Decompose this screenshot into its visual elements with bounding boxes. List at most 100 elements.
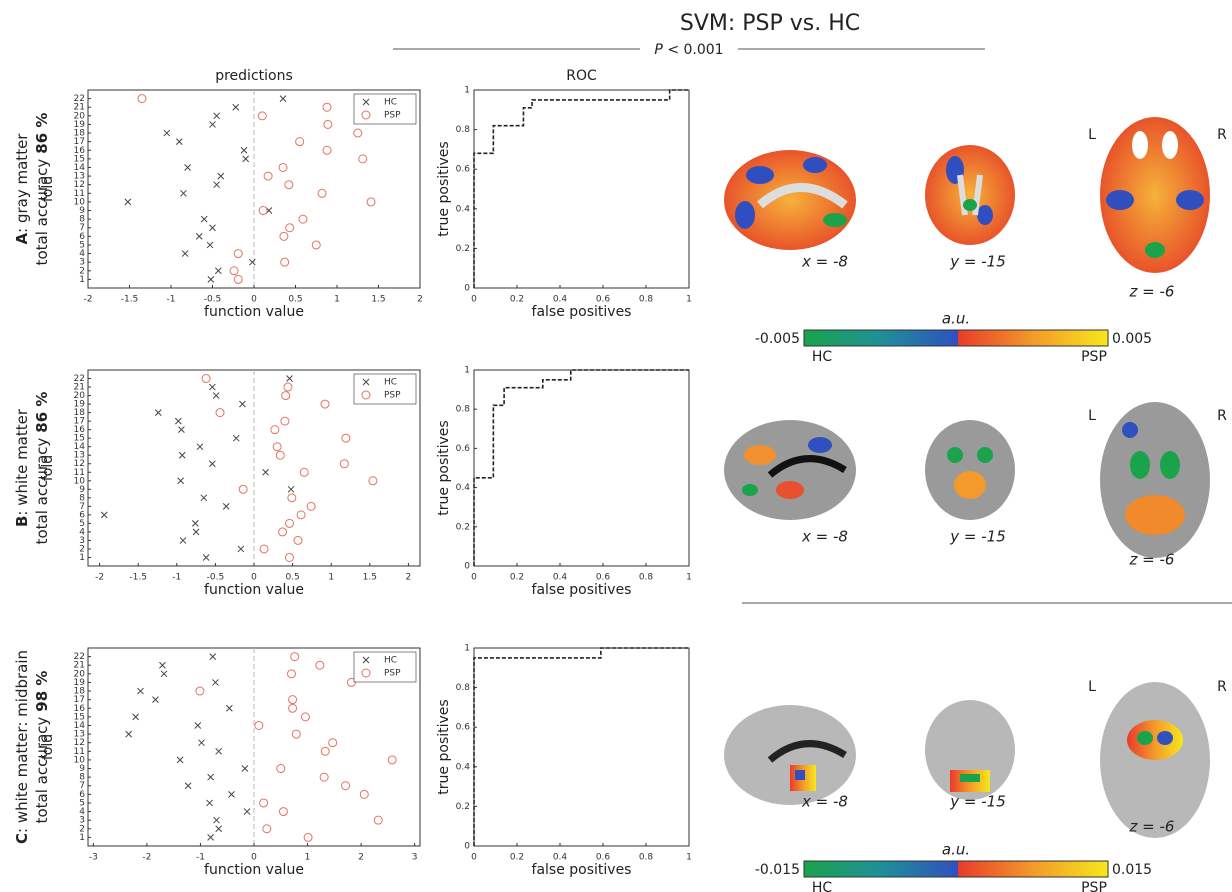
x-tick-label: 1 <box>686 853 692 863</box>
figure: SVM: PSP vs. HC P < 0.001 A: gray matter… <box>0 0 1232 892</box>
hc-point <box>209 384 215 390</box>
psp-point <box>329 739 337 747</box>
hemisphere-label: R <box>1217 127 1227 143</box>
figure-title: SVM: PSP vs. HC <box>680 11 860 36</box>
hc-point <box>197 444 203 450</box>
psp-point <box>354 129 362 137</box>
hc-point <box>182 251 188 257</box>
x-tick-label: -0.5 <box>204 295 222 305</box>
colorbar-low-label: HC <box>812 880 833 892</box>
y-tick-label: 16 <box>74 146 86 156</box>
y-tick-label: 22 <box>74 374 85 384</box>
x-tick-label: 0.4 <box>553 573 568 583</box>
y-tick-label: 8 <box>79 493 85 503</box>
y-tick-label: 20 <box>74 669 86 679</box>
hc-point <box>213 393 219 399</box>
x-tick-label: 0.6 <box>596 573 611 583</box>
x-tick-label: 1 <box>334 295 340 305</box>
y-tick-label: 0.4 <box>456 483 471 493</box>
p-value: P < 0.001 <box>654 42 723 58</box>
hemisphere-label: L <box>1088 679 1096 695</box>
row-label: A: gray matter <box>13 133 31 245</box>
y-axis-label: fold <box>40 734 56 760</box>
psp-point <box>360 790 368 798</box>
psp-point <box>299 215 307 223</box>
accuracy-value: 86 % <box>33 113 51 154</box>
colorbar-min: -0.015 <box>755 862 800 878</box>
y-axis-label: true positives <box>436 699 452 794</box>
coord-label: y = -15 <box>949 793 1005 811</box>
panel-letter: B <box>13 516 31 527</box>
y-tick-label: 20 <box>74 391 86 401</box>
psp-point <box>307 502 315 510</box>
x-tick-label: 0 <box>471 573 477 583</box>
plot-frame <box>474 648 689 846</box>
y-tick-label: 6 <box>79 790 85 800</box>
psp-point <box>216 409 224 417</box>
hc-point <box>201 495 207 501</box>
psp-point <box>294 536 302 544</box>
hc-point <box>215 268 221 274</box>
y-tick-label: 2 <box>79 266 85 276</box>
y-tick-label: 19 <box>74 400 86 410</box>
hc-point <box>178 427 184 433</box>
psp-point <box>286 519 294 527</box>
y-tick-label: 0.8 <box>456 405 471 415</box>
hc-point <box>176 139 182 145</box>
accuracy-text: total accuracy <box>33 438 51 545</box>
x-tick-label: 1.5 <box>371 295 385 305</box>
hc-point <box>241 147 247 153</box>
colorbar-max: 0.015 <box>1112 862 1152 878</box>
region: : gray matter <box>13 133 31 233</box>
legend-label: HC <box>384 98 397 108</box>
x-tick-label: 1 <box>686 573 692 583</box>
psp-point <box>284 383 292 391</box>
hc-point <box>288 486 294 492</box>
hc-point <box>201 216 207 222</box>
y-tick-label: 17 <box>74 695 85 705</box>
region: : white matter <box>13 408 31 515</box>
x-tick-label: 1 <box>305 853 311 863</box>
colorbar-max: 0.005 <box>1112 331 1152 347</box>
y-tick-label: 0.4 <box>456 762 471 772</box>
legend-label: PSP <box>384 391 401 401</box>
x-tick-label: 0 <box>471 295 477 305</box>
hc-point <box>126 731 132 737</box>
y-tick-label: 1 <box>464 366 470 376</box>
hc-point <box>244 809 250 815</box>
y-tick-label: 10 <box>74 197 86 207</box>
y-tick-label: 1 <box>464 86 470 96</box>
psp-point <box>342 782 350 790</box>
hc-point <box>208 276 214 282</box>
colorbar-label: a.u. <box>942 310 970 328</box>
x-tick-label: -2 <box>84 295 93 305</box>
y-tick-label: 0.2 <box>456 522 470 532</box>
hc-point <box>210 225 216 231</box>
hemisphere-label: R <box>1217 408 1227 424</box>
y-tick-label: 2 <box>79 544 85 554</box>
y-tick-label: 13 <box>74 451 85 461</box>
psp-point <box>291 653 299 661</box>
psp-point <box>263 825 271 833</box>
psp-point <box>323 146 331 154</box>
psp-point <box>312 241 320 249</box>
y-tick-label: 15 <box>74 434 85 444</box>
y-tick-label: 11 <box>74 747 85 757</box>
hc-point <box>199 740 205 746</box>
hc-point <box>233 104 239 110</box>
roc-curve <box>474 90 689 288</box>
coord-label: z = -6 <box>1129 551 1175 569</box>
x-axis-label: false positives <box>532 862 632 878</box>
psp-point <box>286 553 294 561</box>
psp-point <box>279 528 287 536</box>
y-tick-label: 20 <box>74 111 86 121</box>
hc-point <box>209 461 215 467</box>
x-tick-label: 0.4 <box>553 295 568 305</box>
psp-point <box>260 545 268 553</box>
y-tick-label: 18 <box>74 129 86 139</box>
hemisphere-label: L <box>1088 127 1096 143</box>
x-tick-label: 0.2 <box>510 853 524 863</box>
psp-point <box>279 808 287 816</box>
brain-images <box>724 682 1210 838</box>
y-tick-label: 0.4 <box>456 204 471 214</box>
